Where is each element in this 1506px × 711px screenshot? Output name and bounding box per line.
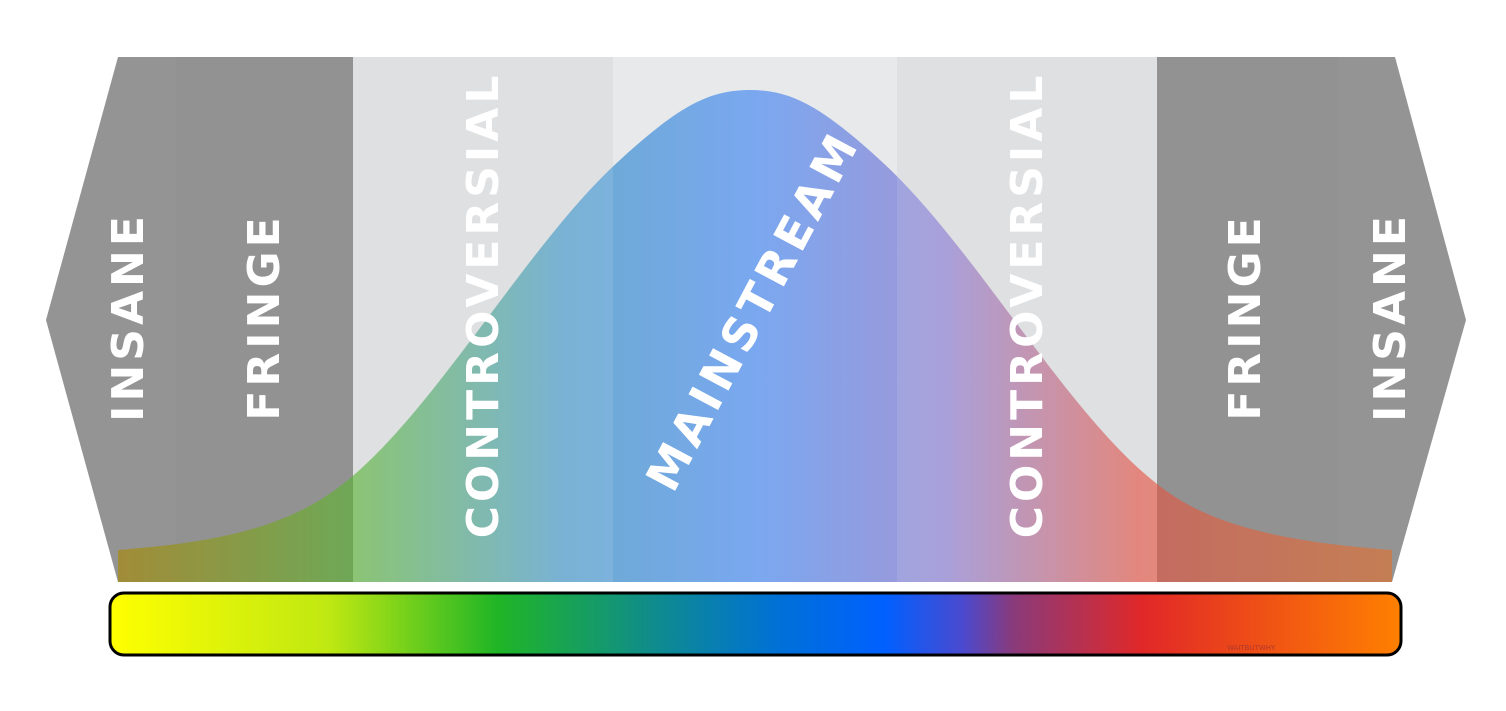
label-insane-left: INSANE [103, 212, 154, 422]
zone-fringe-left [176, 57, 353, 582]
label-insane-right: INSANE [1365, 212, 1416, 422]
zone-fringe-right [1157, 57, 1337, 582]
label-fringe-right: FRINGE [1220, 213, 1271, 420]
watermark: WAITBUTWHY [1227, 644, 1276, 652]
zone-shading [46, 57, 1466, 582]
spectrum-bar [108, 591, 1403, 657]
label-controversial-left: CONTROVERSIAL [458, 72, 509, 539]
bell-curve [118, 90, 1392, 582]
label-controversial-right: CONTROVERSIAL [1002, 72, 1053, 539]
label-fringe-left: FRINGE [239, 213, 290, 420]
